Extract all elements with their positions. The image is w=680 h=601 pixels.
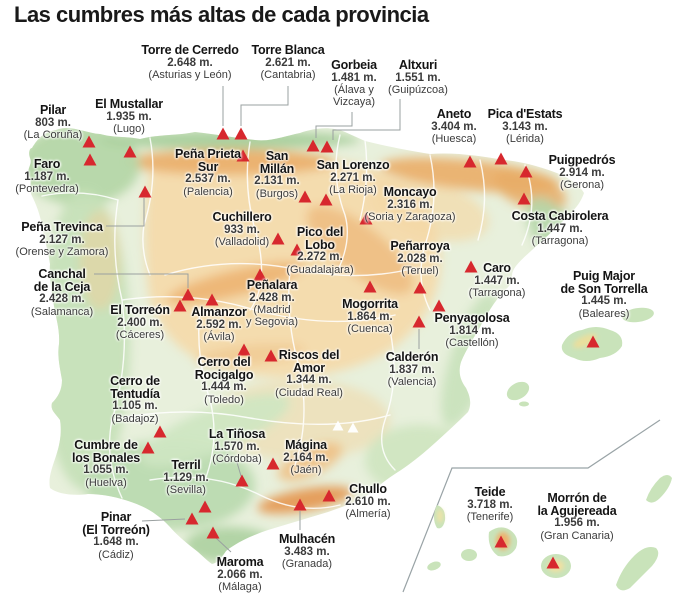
peak-marker [206,526,220,539]
peak-marker [264,349,278,362]
peak-marker [298,190,312,203]
peak-marker [138,185,152,198]
peak-marker [253,268,267,281]
peak-marker [173,299,187,312]
peak-marker [271,232,285,245]
peak-marker [123,145,137,158]
balearic-islands [506,307,654,407]
leader-line [235,458,242,477]
peak-marker [293,498,307,511]
fuerteventura-island [616,547,659,591]
peak-marker [586,335,600,348]
province-borders [41,134,533,509]
peak-marker [82,135,96,148]
peak-marker [237,343,251,356]
peak-marker [290,243,304,256]
unlabeled-peak-marker [347,422,359,433]
ibiza-island [506,381,530,401]
leader-line [215,537,232,553]
peak-marker [463,155,477,168]
page-title: Las cumbres más altas de cada provincia [14,2,429,27]
leader-line [315,112,353,138]
peak-marker [319,193,333,206]
leader-line [240,86,289,126]
peak-marker [494,152,508,165]
peak-marker [517,192,531,205]
peak-marker [363,280,377,293]
peak-marker [306,139,320,152]
menorca-island [622,307,654,323]
peak-marker [205,293,219,306]
peak-marker [322,489,336,502]
lanzarote-island [646,475,672,503]
peak-marker [320,140,334,153]
canary-islands [427,475,672,591]
unlabeled-peak-marker [332,420,344,431]
peak-marker [181,288,195,301]
leader-line [106,198,145,227]
peak-marker [185,512,199,525]
terrain-shading [28,127,584,563]
leader-line [94,273,189,288]
peak-marker [234,127,248,140]
peak-marker [266,457,280,470]
peak-marker [432,299,446,312]
peak-marker [546,556,560,569]
peak-marker [236,149,250,162]
leader-line [332,99,401,140]
peak-marker [519,165,533,178]
peak-marker [216,127,230,140]
peak-markers [82,127,600,569]
peak-marker [494,535,508,548]
peak-marker [359,212,373,225]
peak-marker [413,281,427,294]
peak-marker [83,153,97,166]
peak-marker [235,474,249,487]
leader-line [141,518,186,522]
peak-marker [198,500,212,513]
formentera-island [519,401,529,407]
unlabeled-peak-markers [332,420,359,433]
la-gomera-island [461,549,477,561]
peak-marker [153,425,167,438]
leader-lines [94,86,420,553]
peak-marker [141,441,155,454]
peak-marker [464,260,478,273]
peak-marker [412,315,426,328]
canary-inset-line [402,419,661,593]
el-hierro-island [427,561,441,571]
